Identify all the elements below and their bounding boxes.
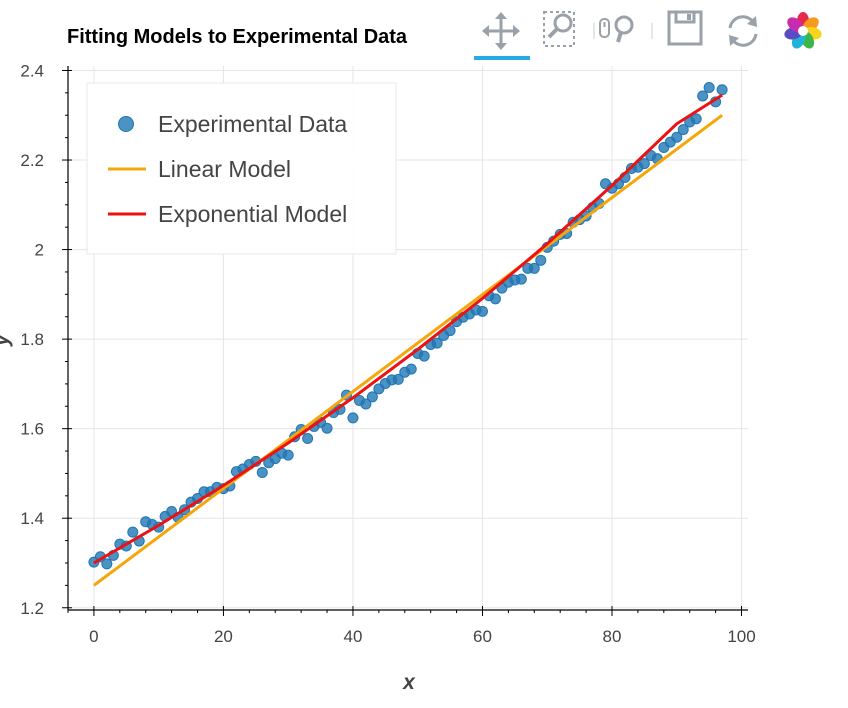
legend: Experimental Data Linear Model Exponential… bbox=[86, 82, 397, 255]
data-point[interactable] bbox=[489, 293, 501, 305]
data-point[interactable] bbox=[431, 337, 443, 349]
x-axis-label: x bbox=[402, 671, 416, 694]
data-point[interactable] bbox=[703, 81, 715, 93]
y-tick-label: 2.4 bbox=[20, 61, 44, 80]
data-point[interactable] bbox=[716, 84, 728, 96]
data-point[interactable] bbox=[321, 422, 333, 434]
axes: 0 20 40 60 80 100 1.2 1.4 1.6 1.8 2 2.2 2.4 bbox=[20, 61, 755, 646]
x-tick-label: 100 bbox=[727, 627, 755, 646]
x-tick-label: 0 bbox=[89, 627, 98, 646]
bokeh-logo[interactable] bbox=[778, 6, 828, 56]
linear-model-line[interactable] bbox=[93, 114, 723, 587]
data-point[interactable] bbox=[282, 449, 294, 461]
exponential-model-line[interactable] bbox=[93, 93, 723, 565]
data-point[interactable] bbox=[392, 373, 404, 385]
data-point[interactable] bbox=[697, 90, 709, 102]
x-tick-label: 20 bbox=[214, 627, 233, 646]
data-point[interactable] bbox=[528, 262, 540, 274]
separator-icon bbox=[651, 23, 653, 39]
data-point[interactable] bbox=[638, 158, 650, 170]
y-tick-label: 2 bbox=[35, 241, 44, 260]
wheel-zoom-tool-button[interactable] bbox=[596, 6, 646, 56]
active-tool-indicator bbox=[474, 56, 530, 60]
pan-tool-button[interactable] bbox=[476, 6, 526, 56]
legend-marker-experimental-data bbox=[118, 116, 134, 132]
data-point[interactable] bbox=[360, 398, 372, 410]
data-point[interactable] bbox=[101, 558, 113, 570]
data-point[interactable] bbox=[690, 113, 702, 125]
reset-icon bbox=[728, 15, 758, 47]
data-point[interactable] bbox=[405, 363, 417, 375]
separator-1 bbox=[590, 6, 640, 56]
y-tick-label: 2.2 bbox=[20, 151, 44, 170]
data-point[interactable] bbox=[418, 350, 430, 362]
y-tick-label: 1.8 bbox=[20, 330, 44, 349]
y-tick-label: 1.6 bbox=[20, 420, 44, 439]
legend-label-experimental-data: Experimental Data bbox=[158, 111, 347, 137]
separator-2 bbox=[648, 6, 698, 56]
y-axis-label: y bbox=[0, 333, 13, 347]
box-zoom-icon bbox=[543, 11, 575, 47]
x-tick-label: 40 bbox=[343, 627, 362, 646]
data-point[interactable] bbox=[535, 254, 547, 266]
data-point[interactable] bbox=[476, 305, 488, 317]
data-point[interactable] bbox=[366, 391, 378, 403]
bokeh-logo-icon bbox=[784, 12, 822, 49]
data-point[interactable] bbox=[302, 433, 314, 445]
reset-tool-button[interactable] bbox=[718, 6, 768, 56]
y-tick-label: 1.4 bbox=[20, 509, 44, 528]
x-tick-label: 80 bbox=[603, 627, 622, 646]
chart-title: Fitting Models to Experimental Data bbox=[67, 26, 408, 48]
data-point[interactable] bbox=[671, 131, 683, 143]
pan-icon bbox=[482, 12, 520, 50]
save-icon bbox=[667, 10, 703, 46]
save-tool-button[interactable] bbox=[660, 6, 710, 56]
plot-area[interactable] bbox=[88, 81, 728, 587]
data-point[interactable] bbox=[515, 273, 527, 285]
data-point[interactable] bbox=[127, 526, 139, 538]
data-point[interactable] bbox=[347, 412, 359, 424]
y-tick-label: 1.2 bbox=[20, 599, 44, 618]
legend-label-exponential-model: Exponential Model bbox=[158, 201, 347, 227]
data-point[interactable] bbox=[256, 467, 268, 479]
x-tick-label: 60 bbox=[473, 627, 492, 646]
toolbar bbox=[472, 6, 842, 60]
separator-icon bbox=[593, 23, 595, 39]
wheel-zoom-icon bbox=[599, 15, 634, 43]
box-zoom-tool-button[interactable] bbox=[536, 6, 586, 56]
legend-label-linear-model: Linear Model bbox=[158, 156, 291, 182]
data-point[interactable] bbox=[677, 124, 689, 136]
